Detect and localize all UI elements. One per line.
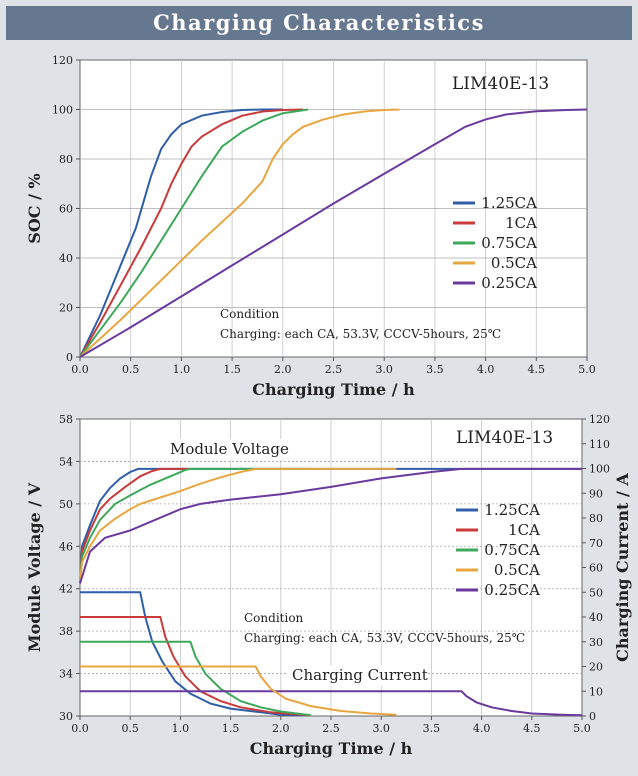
x-axis-label: Charging Time / h (250, 739, 413, 758)
y-tick-label: 42 (59, 583, 73, 596)
x-tick-label: 0.0 (71, 363, 89, 376)
x-tick-label: 0.5 (122, 363, 140, 376)
y2-tick-label: 60 (589, 562, 603, 575)
y2-tick-label: 70 (589, 537, 603, 550)
series-line-1_25CA (79, 108, 283, 358)
legend-label: 1CA (508, 521, 540, 539)
legend-label: 0.5CA (491, 254, 537, 272)
x-tick-label: 1.5 (222, 722, 240, 735)
voltage-line-0_25CA (79, 467, 582, 584)
y-tick-label: 60 (59, 203, 73, 216)
y2-axis-label: Charging Current / A (613, 473, 632, 662)
x-tick-label: 3.0 (372, 722, 390, 735)
y-tick-label: 100 (52, 104, 73, 117)
x-tick-label: 2.5 (325, 363, 343, 376)
current-line-1_25CA (80, 591, 306, 717)
x-tick-label: 0.0 (71, 722, 89, 735)
series-line-0_5CA (79, 108, 400, 358)
x-tick-label: 4.5 (523, 722, 541, 735)
series-line-0_75CA (79, 108, 309, 358)
legend-label: 1CA (505, 214, 537, 232)
annotation-bg (288, 665, 428, 686)
voltage-line-0_75CA (79, 467, 311, 584)
page-title: Charging Characteristics (6, 6, 632, 40)
x-axis-label: Charging Time / h (252, 380, 415, 399)
legend-label: 0.75CA (484, 541, 540, 559)
model-label: LIM40E-13 (456, 428, 553, 448)
x-tick-label: 1.5 (223, 363, 241, 376)
condition-title: Condition (220, 307, 280, 321)
x-tick-label: 4.0 (477, 363, 495, 376)
x-tick-label: 3.5 (426, 363, 444, 376)
y2-tick-label: 100 (589, 463, 610, 476)
series-line-1CA (79, 108, 304, 358)
x-tick-label: 4.5 (528, 363, 546, 376)
y2-tick-label: 80 (589, 512, 603, 525)
voltage-line-1CA (79, 467, 191, 584)
y-tick-label: 34 (59, 668, 73, 681)
legend-label: 1.25CA (481, 194, 537, 212)
model-label: LIM40E-13 (452, 74, 549, 94)
y-tick-label: 46 (59, 540, 73, 553)
legend-label: 0.75CA (481, 234, 537, 252)
condition-text: Charging: each CA, 53.3V, CCCV-5hours, 2… (220, 327, 501, 341)
condition-title: Condition (244, 611, 304, 625)
condition-text: Charging: each CA, 53.3V, CCCV-5hours, 2… (244, 631, 525, 645)
annotation-label: Charging Current (292, 666, 428, 684)
y-tick-label: 120 (52, 54, 73, 67)
y2-tick-label: 120 (589, 413, 610, 426)
y-tick-label: 30 (59, 710, 73, 723)
current-line-0_75CA (80, 640, 312, 717)
y2-tick-label: 90 (589, 487, 603, 500)
y-tick-label: 38 (59, 625, 73, 638)
x-tick-label: 2.5 (322, 722, 340, 735)
x-tick-label: 5.0 (573, 722, 591, 735)
voltage-line-0_5CA (79, 467, 397, 584)
y-tick-label: 50 (59, 498, 73, 511)
y2-tick-label: 30 (589, 636, 603, 649)
x-tick-label: 0.5 (121, 722, 139, 735)
x-tick-label: 5.0 (578, 363, 596, 376)
legend-label: 0.5CA (494, 561, 540, 579)
y2-tick-label: 40 (589, 611, 603, 624)
y2-tick-label: 20 (589, 661, 603, 674)
y2-tick-label: 110 (589, 438, 610, 451)
y-tick-label: 54 (59, 455, 73, 468)
y-tick-label: 20 (59, 302, 73, 315)
x-tick-label: 4.0 (473, 722, 491, 735)
y-axis-label: SOC / % (25, 173, 44, 243)
x-tick-label: 2.0 (274, 363, 292, 376)
y-tick-label: 58 (59, 413, 73, 426)
x-tick-label: 2.0 (272, 722, 290, 735)
y-axis-label: Module Voltage / V (25, 482, 44, 652)
x-tick-label: 1.0 (172, 722, 190, 735)
legend-label: 1.25CA (484, 501, 540, 519)
voltage-line-1_25CA (79, 467, 582, 584)
current-line-0_25CA (80, 690, 583, 717)
y2-tick-label: 0 (589, 710, 596, 723)
legend-label: 0.25CA (481, 274, 537, 292)
y-tick-label: 40 (59, 252, 73, 265)
current-line-0_5CA (80, 665, 397, 716)
annotation-label: Module Voltage (170, 440, 289, 458)
x-tick-label: 3.0 (375, 363, 393, 376)
x-tick-label: 1.0 (173, 363, 191, 376)
annotation-bg (166, 439, 298, 460)
y2-tick-label: 10 (589, 685, 603, 698)
y-tick-label: 0 (66, 351, 73, 364)
x-tick-label: 3.5 (423, 722, 441, 735)
legend-label: 0.25CA (484, 581, 540, 599)
y-tick-label: 80 (59, 153, 73, 166)
series-line-0_25CA (79, 108, 588, 358)
y2-tick-label: 50 (589, 586, 603, 599)
